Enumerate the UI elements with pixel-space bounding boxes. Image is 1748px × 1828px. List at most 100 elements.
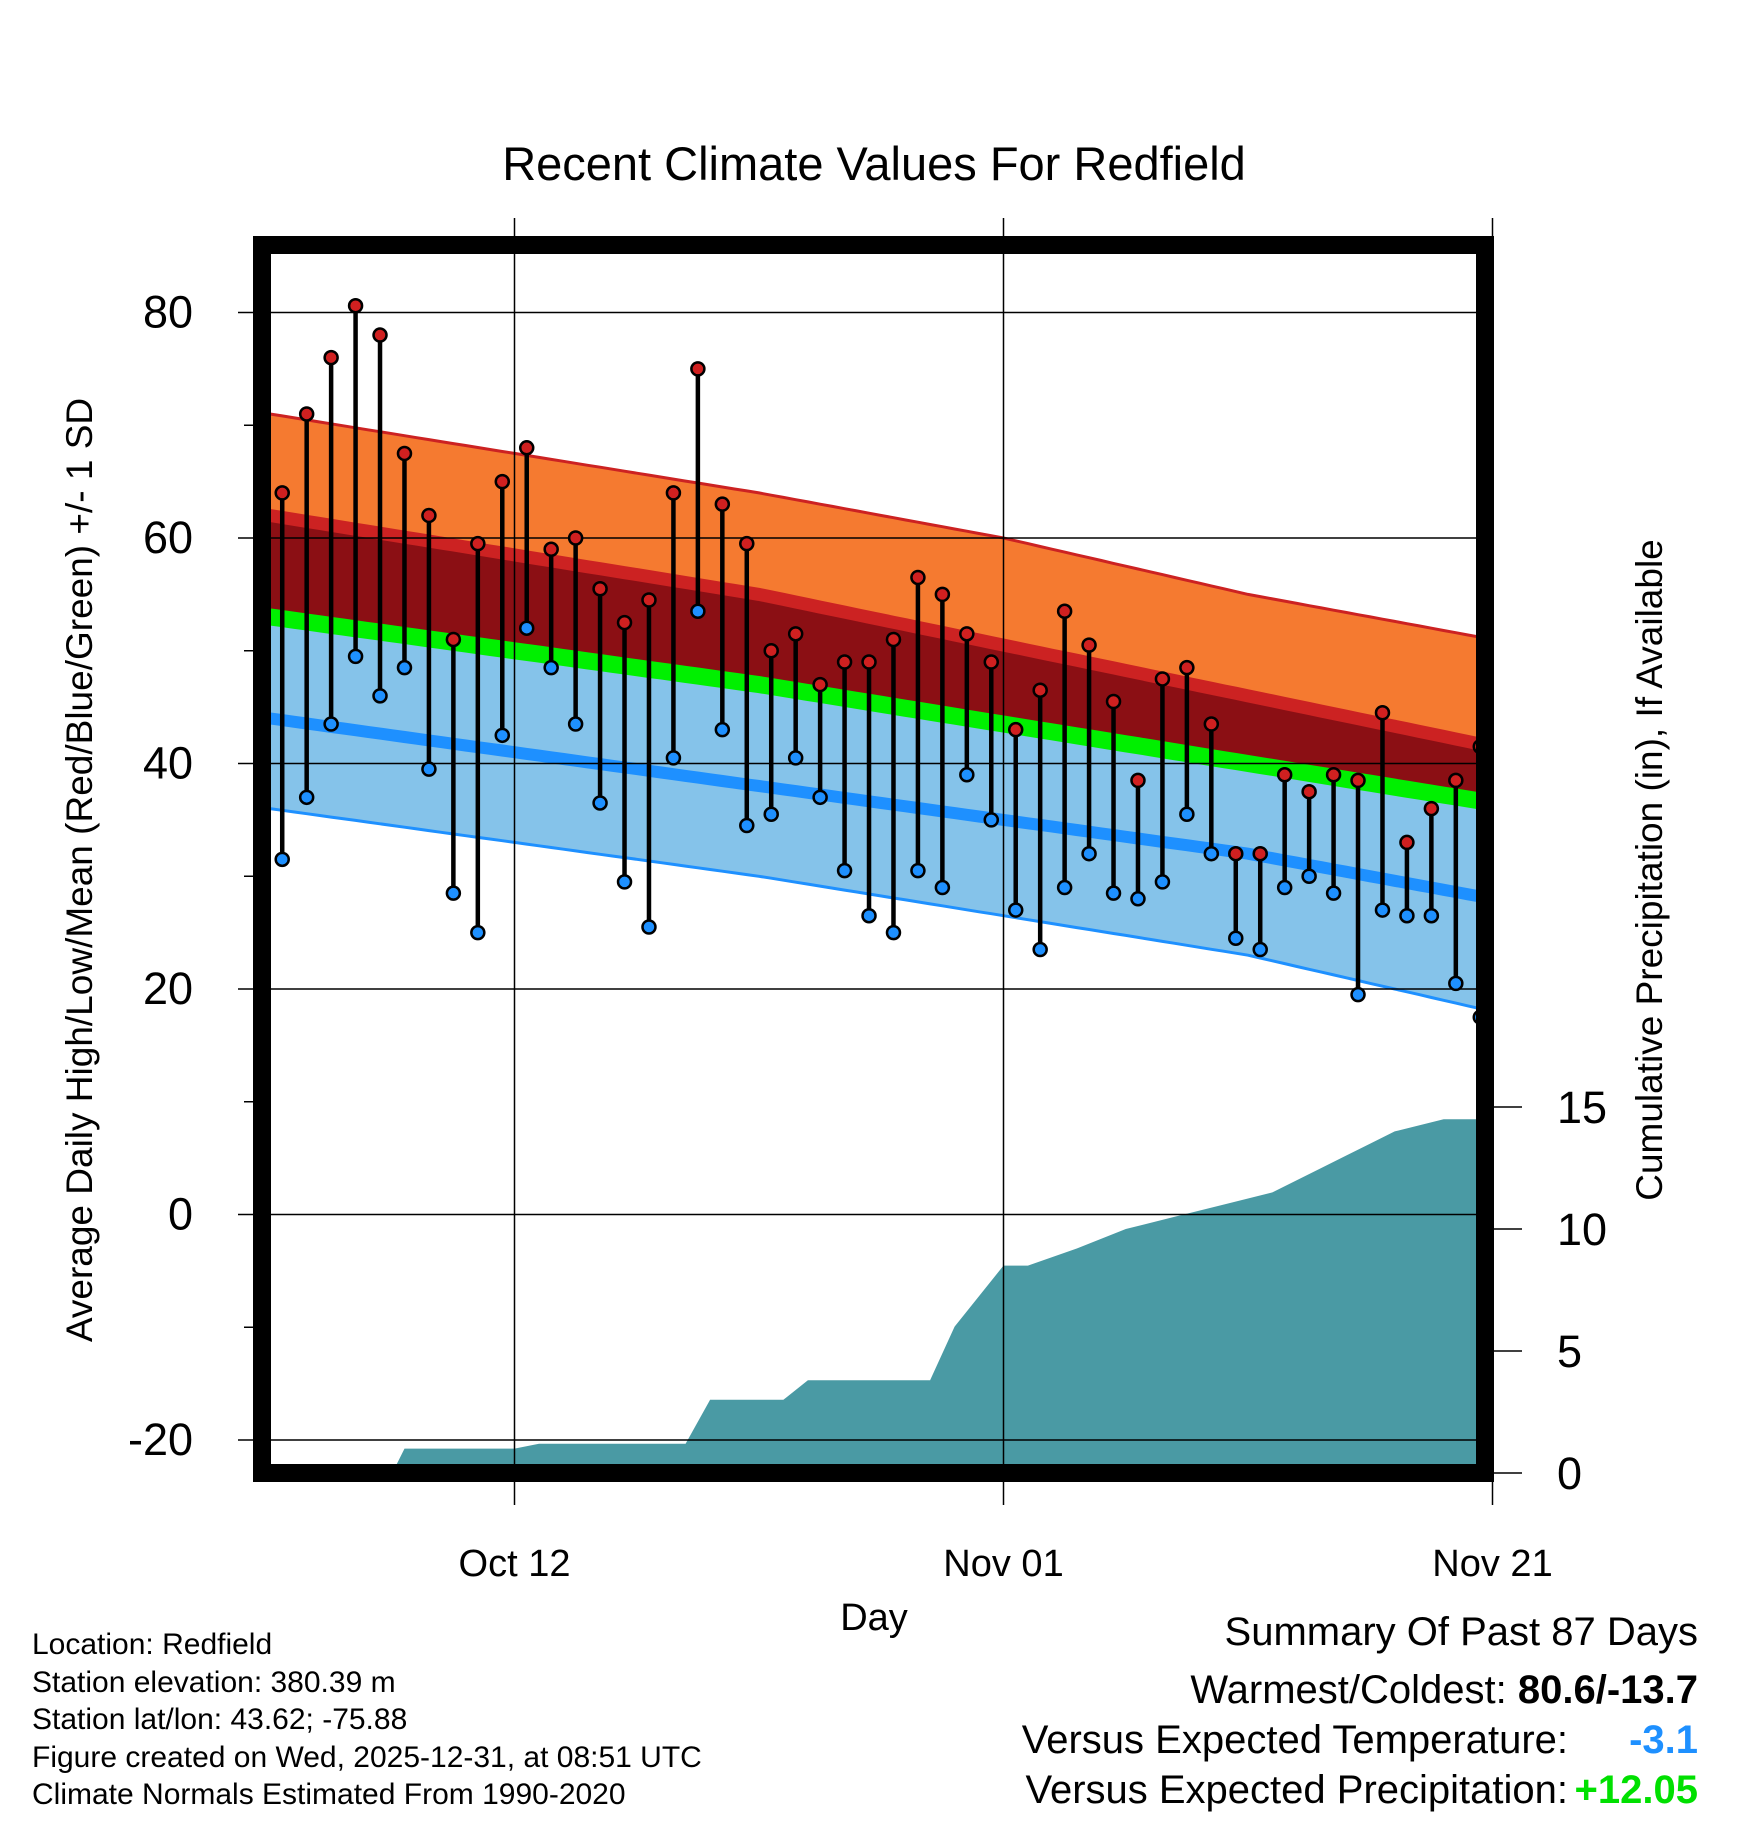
daily-high-point	[1498, 718, 1511, 731]
y2-tick-label: 5	[1557, 1326, 1582, 1377]
daily-high-point	[1350, 772, 1366, 789]
daily-high-point	[1325, 767, 1342, 783]
daily-low-point	[1596, 825, 1609, 838]
y-tick-label: 80	[143, 287, 193, 338]
daily-high-point	[274, 485, 290, 501]
daily-low-point	[1252, 941, 1268, 958]
daily-low-point	[421, 761, 437, 777]
daily-low-point	[274, 851, 290, 868]
daily-low-point	[543, 659, 559, 676]
daily-low-point	[1350, 986, 1366, 1003]
daily-high-point	[1105, 693, 1122, 710]
daily-low-point	[910, 862, 926, 879]
daily-high-point	[1130, 772, 1146, 789]
daily-high-point	[812, 676, 828, 693]
daily-high-point	[1448, 772, 1464, 789]
daily-high-point	[885, 631, 902, 648]
daily-high-point	[739, 535, 755, 552]
y-tick-label: -20	[128, 1414, 193, 1465]
daily-low-point	[787, 750, 804, 766]
daily-low-point	[1325, 885, 1342, 901]
precip-value: +12.05	[1574, 1768, 1698, 1812]
daily-low-point	[372, 688, 388, 704]
daily-low-point	[1007, 902, 1024, 918]
daily-high-point	[763, 643, 779, 659]
x-tick-label: Nov 01	[943, 1543, 1063, 1585]
daily-low-point	[1399, 907, 1415, 924]
daily-low-point	[641, 919, 657, 935]
daily-high-point	[1694, 858, 1707, 871]
daily-low-point	[983, 812, 1000, 828]
normals-text: Climate Normals Estimated From 1990-2020	[32, 1778, 626, 1811]
y2-tick-label: 0	[1557, 1448, 1582, 1499]
y-tick-label: 0	[168, 1189, 193, 1240]
daily-low-point	[1081, 845, 1097, 862]
daily-low-point	[1547, 909, 1560, 922]
y2-tick-label: 10	[1557, 1204, 1607, 1255]
daily-low-point	[812, 789, 828, 806]
daily-high-point	[1276, 767, 1293, 783]
daily-high-point	[1423, 800, 1440, 817]
daily-low-point	[1154, 874, 1171, 890]
y2-tick-label: 15	[1557, 1082, 1607, 1133]
daily-low-point	[763, 806, 779, 822]
summary-temp: Versus Expected Temperature: -3.1	[1022, 1718, 1698, 1763]
daily-high-point	[1056, 603, 1073, 620]
daily-low-point	[934, 879, 951, 896]
daily-low-point	[1718, 926, 1731, 939]
daily-low-point	[1105, 885, 1122, 901]
daily-low-point	[1179, 806, 1195, 822]
daily-high-point	[543, 541, 559, 558]
daily-high-point	[1596, 678, 1609, 691]
daily-low-point	[592, 795, 608, 811]
daily-high-point	[959, 626, 975, 642]
y2-axis-label: Cumulative Precipitation (in), If Availa…	[1629, 539, 1670, 1201]
x-tick-label: Oct 12	[459, 1543, 571, 1585]
daily-low-point	[445, 885, 462, 901]
precip-area	[270, 1119, 1485, 1473]
daily-low-point	[347, 648, 364, 665]
daily-high-point	[836, 654, 853, 670]
daily-low-point	[1374, 902, 1391, 918]
daily-high-point	[592, 580, 608, 597]
summary-title: Summary Of Past 87 Days	[1224, 1610, 1698, 1654]
daily-low-point	[616, 874, 633, 890]
daily-high-point	[1154, 671, 1171, 687]
daily-high-point	[494, 473, 511, 490]
high-sd-band	[270, 414, 1485, 746]
station-info: Location: Redfield Station elevation: 38…	[32, 1626, 702, 1814]
latlon-text: Station lat/lon: 43.62; -75.88	[32, 1703, 408, 1736]
location-text: Location: Redfield	[32, 1628, 273, 1661]
daily-low-point	[494, 727, 511, 744]
daily-low-point	[1276, 879, 1293, 896]
daily-high-point	[298, 406, 315, 422]
daily-high-point	[1203, 716, 1220, 732]
daily-low-point	[1423, 907, 1440, 924]
summary-precip: Versus Expected Precipitation: +12.05	[1025, 1768, 1698, 1813]
temp-label: Versus Expected Temperature:	[1021, 1718, 1568, 1762]
daily-low-point	[298, 789, 315, 806]
daily-high-point	[518, 440, 535, 456]
daily-high-point	[1374, 705, 1391, 721]
daily-low-point	[396, 659, 413, 676]
daily-high-point	[1572, 763, 1585, 776]
daily-low-point	[1448, 975, 1464, 992]
daily-low-point	[1694, 932, 1707, 945]
daily-high-point	[1743, 842, 1748, 855]
y-tick-label: 20	[143, 963, 193, 1014]
daily-low-point	[1301, 868, 1317, 884]
daily-high-point	[372, 327, 388, 343]
daily-low-point	[1498, 887, 1511, 900]
daily-low-point	[690, 603, 706, 620]
elevation-text: Station elevation: 380.39 m	[32, 1665, 396, 1699]
plot-frame	[253, 236, 1494, 1482]
daily-high-point	[983, 654, 1000, 670]
daily-high-point	[1301, 783, 1317, 800]
normal-high-line	[268, 509, 1485, 752]
chart-title: Recent Climate Values For Redfield	[502, 137, 1246, 190]
daily-high-point	[1399, 834, 1415, 851]
